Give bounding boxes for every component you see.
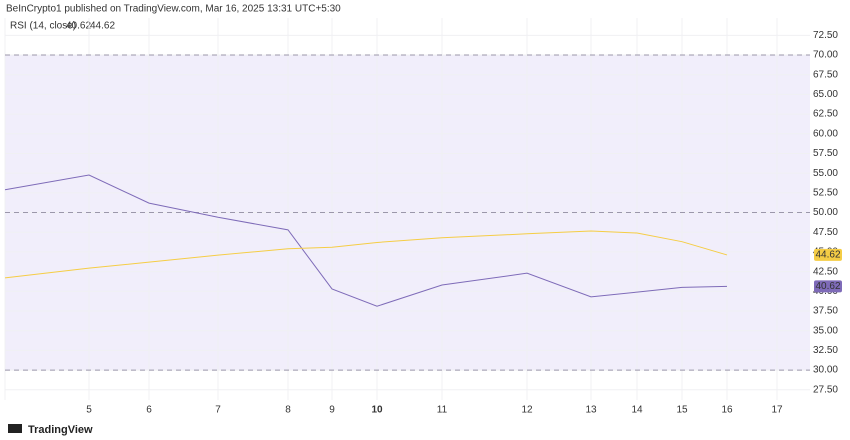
y-tick-label: 67.50 [813,69,838,80]
x-tick-label: 9 [329,405,335,416]
price-badge [814,248,842,261]
y-tick-label: 37.50 [813,306,838,317]
x-tick-label: 10 [371,405,383,416]
y-tick-label: 52.50 [813,187,838,198]
x-tick-label: 14 [631,405,643,416]
legend-value: 40.62 [66,21,91,32]
x-tick-label: 15 [676,405,688,416]
header: BeInCrypto1 published on TradingView.com… [6,4,341,15]
y-tick-label: 27.50 [813,384,838,395]
x-tick-label: 13 [585,405,597,416]
x-tick-label: 5 [86,405,92,416]
y-tick-label: 57.50 [813,148,838,159]
y-tick-label: 35.00 [813,325,838,336]
price-badge [814,280,842,293]
x-tick-label: 11 [437,405,448,416]
y-tick-label: 55.00 [813,168,838,179]
y-tick-label: 62.50 [813,109,838,120]
x-tick-label: 12 [521,405,533,416]
legend-value: 44.62 [90,21,115,32]
y-tick-label: 42.50 [813,266,838,277]
series-line [4,230,728,279]
y-tick-label: 50.00 [813,207,838,218]
y-tick-label: 60.00 [813,128,838,139]
price-badge-label: 44.62 [815,250,840,261]
indicator-label: RSI (14, close) [10,21,76,32]
footer: TradingView [28,424,93,436]
y-tick-label: 70.00 [813,50,838,61]
series-line [4,174,728,307]
y-tick-label: 47.50 [813,227,838,238]
price-badge-label: 40.62 [815,281,840,292]
x-tick-label: 16 [721,405,733,416]
y-tick-label: 72.50 [813,30,838,41]
x-tick-label: 17 [771,405,783,416]
y-tick-label: 32.50 [813,345,838,356]
y-tick-label: 30.00 [813,365,838,376]
x-tick-label: 8 [285,405,291,416]
x-tick-label: 7 [215,405,221,416]
x-tick-label: 6 [146,405,152,416]
y-tick-label: 65.00 [813,89,838,100]
logo [8,424,22,433]
